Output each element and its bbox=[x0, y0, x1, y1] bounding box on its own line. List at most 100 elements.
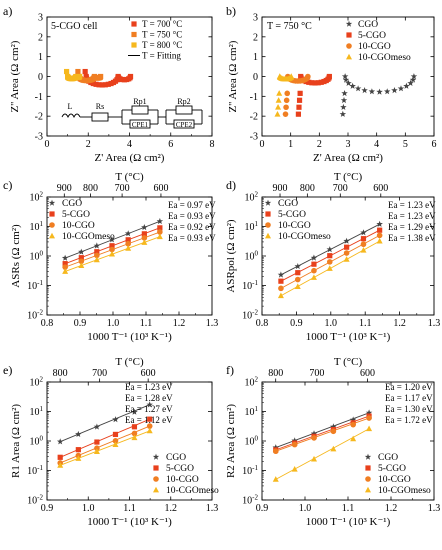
panel-e-xtick-label: 1.3 bbox=[206, 503, 219, 514]
equivalent-circuit: Rp1 CPE1 Rp2 CPE2 L Rs bbox=[61, 97, 203, 129]
panel-b-ytick-label: 0 bbox=[253, 72, 258, 83]
panel-e-point bbox=[57, 438, 64, 445]
panel-a-point bbox=[63, 68, 70, 75]
panel-b: 0 1 2 3 4 5 6 -3 -2 -1 0 1 2 3 b) Z' Area (Ω cm²) Z'' Ar… bbox=[226, 4, 437, 164]
circuit-label: CPE1 bbox=[132, 121, 149, 129]
panel-a-legend-marker bbox=[131, 42, 137, 48]
panel-b-legend-label: 10-CGO bbox=[358, 42, 391, 52]
panel-b-point bbox=[296, 97, 303, 103]
panel-d-legend-marker bbox=[265, 232, 271, 239]
panel-f-ea-label: Ea = 1.20 eV bbox=[385, 382, 433, 392]
panel-d-ylabel: ASRpol (Ω cm²) bbox=[225, 219, 237, 293]
panel-b-point bbox=[340, 96, 348, 104]
panel-b-point bbox=[340, 103, 347, 110]
panel-b-ytick-label: 3 bbox=[253, 13, 258, 24]
panel-b-point bbox=[342, 76, 350, 83]
panel-a-ytick-label: -2 bbox=[35, 112, 43, 123]
panel-e-top-tick-label: 600 bbox=[141, 368, 156, 379]
panel-a-legend-label: T = 700 °C bbox=[142, 19, 182, 29]
panel-b-point bbox=[297, 90, 303, 96]
panel-e-point bbox=[75, 447, 81, 453]
panel-d-point bbox=[360, 236, 367, 242]
panel-a-point bbox=[82, 68, 88, 75]
panel-d-point bbox=[277, 271, 285, 278]
panel-b-point bbox=[284, 90, 291, 97]
panel-e-ea-label: Ea = 1.12 eV bbox=[125, 415, 173, 425]
panel-d: 0.8 0.9 1.0 1.1 1.2 1.3 10-2 10-1 100 101 102 900 80… bbox=[225, 171, 440, 343]
panel-d-point bbox=[327, 253, 333, 259]
circuit-label: CPE2 bbox=[176, 121, 193, 129]
panel-f-ylabel: R2 Area (Ω cm²) bbox=[225, 404, 237, 478]
panel-b-point bbox=[391, 87, 398, 94]
panel-b-point bbox=[275, 104, 282, 110]
panel-b-legend-marker bbox=[346, 32, 352, 38]
panel-b-ytick-label: -2 bbox=[250, 112, 258, 123]
panel-b-point bbox=[341, 73, 349, 80]
panel-a-point bbox=[99, 82, 105, 88]
panel-d-legend-marker bbox=[265, 222, 271, 228]
panel-e-point bbox=[75, 430, 82, 437]
panel-b-point bbox=[384, 88, 391, 95]
panel-f-ytick-label: 102 bbox=[245, 376, 259, 389]
panel-d-ytick-label: 100 bbox=[245, 250, 259, 263]
panel-c-ea-label: Ea = 0.93 eV bbox=[168, 233, 216, 243]
panel-e: 0.9 1.0 1.1 1.2 1.3 10-2 10-1 100 101 102 800 700 60… bbox=[3, 356, 219, 528]
panel-c-point bbox=[62, 264, 68, 270]
panel-e-xtick-label: 1.1 bbox=[123, 503, 136, 514]
panel-f-top-xlabel: T (°C) bbox=[334, 356, 363, 368]
panel-a-ylabel: Z'' Area (Ω cm²) bbox=[9, 40, 21, 112]
panel-f-ea-label: Ea = 1.30 eV bbox=[385, 404, 433, 414]
panel-c-point bbox=[157, 225, 163, 231]
panel-c-point bbox=[109, 243, 115, 249]
panel-d-ea-label: Ea = 1.23 eV bbox=[388, 200, 436, 210]
panel-a-xtick-label: 6 bbox=[168, 139, 173, 150]
panel-a-legend-label: T = 750 °C bbox=[142, 30, 182, 40]
panel-e-ylabel: R1 Area (Ω cm²) bbox=[10, 404, 22, 478]
panel-b-point bbox=[368, 88, 376, 95]
panel-f-point bbox=[365, 409, 373, 416]
panel-d-legend-label: 10-CGO bbox=[278, 221, 311, 231]
panel-d-top-tick-label: 800 bbox=[300, 183, 315, 194]
circuit-rs bbox=[91, 112, 109, 122]
panel-b-point bbox=[283, 97, 290, 104]
panel-e-xtick-label: 0.9 bbox=[41, 503, 54, 514]
circuit-label: Rp2 bbox=[177, 97, 190, 106]
panel-e-point bbox=[131, 434, 138, 441]
panel-b-point bbox=[295, 111, 302, 117]
panel-f-legend-marker bbox=[365, 476, 371, 482]
panel-e-legend-marker bbox=[153, 486, 159, 493]
panel-c-point bbox=[141, 239, 148, 245]
panel-f-ytick-label: 10-2 bbox=[242, 494, 258, 507]
panel-b-point bbox=[315, 80, 321, 86]
panel-e-point bbox=[94, 439, 100, 445]
panel-e-legend-label: CGO bbox=[166, 453, 186, 463]
panel-b-point bbox=[326, 73, 332, 80]
panel-d-point bbox=[277, 292, 284, 299]
panel-d-point bbox=[294, 283, 301, 290]
panel-e-legend-marker bbox=[153, 476, 159, 482]
panel-b-legend-marker bbox=[346, 43, 352, 49]
panel-c-point bbox=[109, 250, 116, 257]
panel-b-label: b) bbox=[226, 4, 236, 18]
panel-e-xtick-label: 1.0 bbox=[82, 503, 95, 514]
panel-b-point bbox=[309, 80, 315, 86]
panel-e-ytick-label: 10-2 bbox=[27, 494, 43, 507]
panel-e-point bbox=[131, 430, 138, 437]
panel-b-point bbox=[276, 90, 283, 96]
panel-b-ytick-label: 1 bbox=[253, 52, 258, 63]
panel-e-ytick-label: 101 bbox=[30, 405, 44, 418]
panel-c-ea-label: Ea = 0.97 eV bbox=[168, 200, 216, 210]
panel-e-point bbox=[146, 401, 153, 408]
panel-f-legend-label: CGO bbox=[378, 453, 398, 463]
panel-d-top-xlabel: T (°C) bbox=[334, 171, 363, 183]
panel-d-legend-marker bbox=[264, 199, 272, 206]
panel-b-point bbox=[318, 79, 324, 85]
panel-e-point bbox=[112, 441, 119, 448]
panel-c-point bbox=[157, 229, 163, 235]
panel-d-point bbox=[360, 229, 367, 236]
panel-c-legend-marker bbox=[49, 211, 55, 217]
panel-d-point bbox=[278, 278, 284, 284]
panel-f-xtick-label: 1.0 bbox=[299, 503, 312, 514]
circuit-resistor bbox=[131, 105, 149, 115]
panel-d-point bbox=[343, 250, 350, 256]
